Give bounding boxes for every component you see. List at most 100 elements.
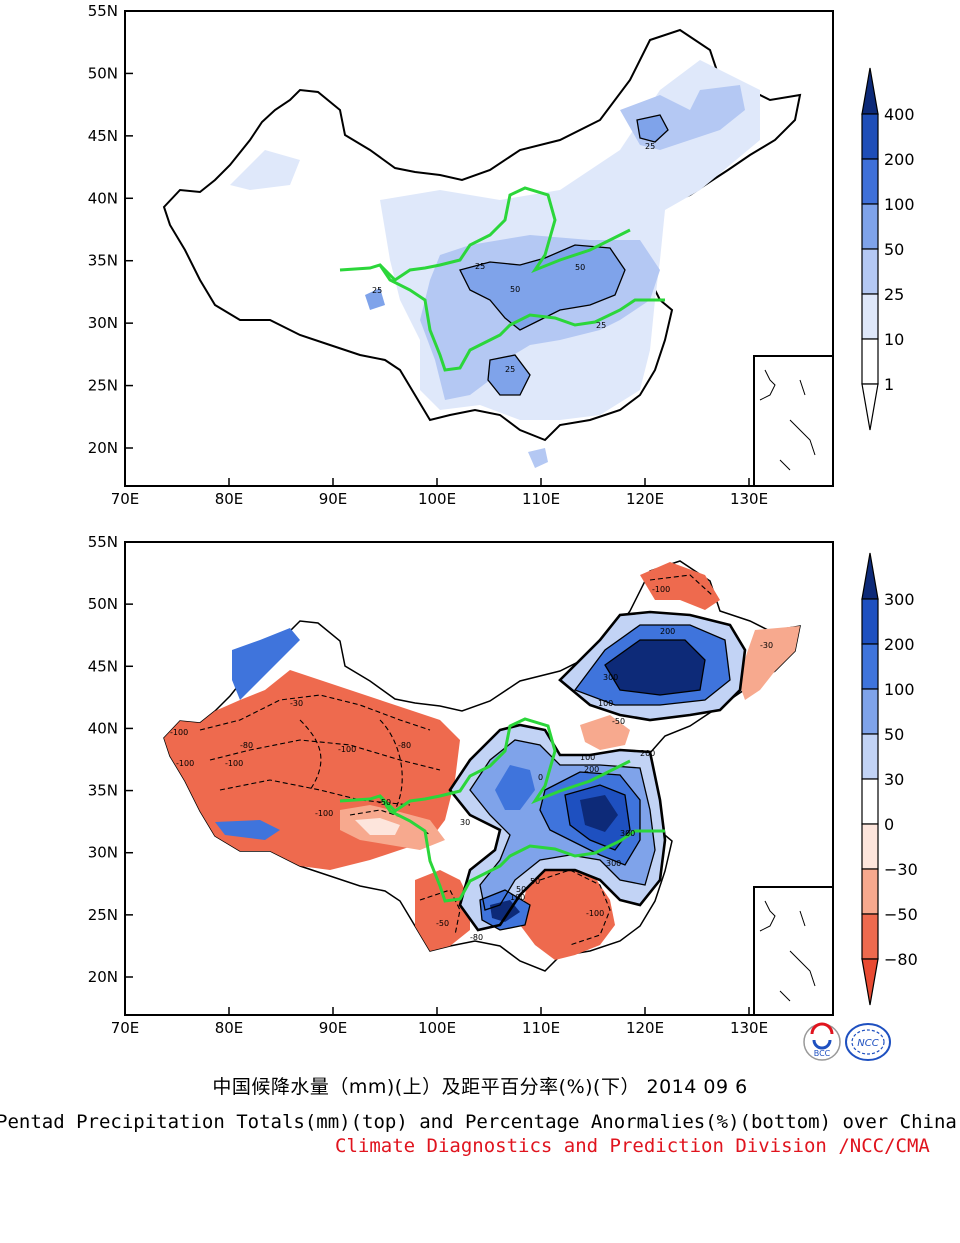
top-lon-ticks: 70E 80E 90E 100E 110E 120E 130E — [111, 478, 768, 508]
top-contour-label: 25 — [475, 262, 485, 271]
bot-lat-tick-label: 20N — [88, 968, 118, 986]
bottom-contour-label: -100 — [176, 759, 194, 768]
top-lon-tick-label: 120E — [626, 490, 664, 508]
bottom-colorbar-label: 0 — [884, 815, 894, 834]
top-lon-tick-label: 70E — [111, 490, 140, 508]
top-shade-50 — [488, 355, 530, 395]
bot-lat-tick-label: 55N — [88, 533, 118, 551]
bottom-contour-label: -100 — [225, 759, 243, 768]
bot-lon-tick-label: 110E — [522, 1019, 560, 1037]
bottom-colorbar-label: 50 — [884, 725, 904, 744]
top-map: 55N 50N 45N 40N 35N 30N 25N 20N 70E 80E 90E 100E 11… — [88, 2, 834, 508]
top-shade-10 — [230, 150, 300, 190]
top-yellow-river — [339, 186, 631, 282]
bottom-shade-neg80-s — [520, 860, 615, 960]
top-shade-50 — [460, 245, 625, 330]
bot-lon-tick-label: 70E — [111, 1019, 140, 1037]
bottom-contour-label: 0 — [538, 773, 543, 782]
bot-lat-tick-label: 35N — [88, 782, 118, 800]
bot-lat-tick-label: 50N — [88, 595, 118, 613]
top-lon-tick-label: 100E — [418, 490, 456, 508]
bottom-shade-pos300 — [580, 795, 618, 832]
title-english: Pentad Precipitation Totals(mm)(top) and… — [0, 1111, 957, 1133]
bot-lon-tick-label: 80E — [215, 1019, 244, 1037]
bottom-colorbar-label: −80 — [884, 950, 918, 969]
bottom-lat-ticks: 55N 50N 45N 40N 35N 30N 25N 20N — [88, 533, 133, 986]
bottom-contour-label: -30 — [290, 699, 303, 708]
top-lon-tick-label: 130E — [730, 490, 768, 508]
ncc-logo-text: NCC — [857, 1038, 878, 1049]
bottom-colorbar-label: −50 — [884, 905, 918, 924]
bottom-contour-label: -50 — [378, 798, 391, 807]
bottom-shade-neg80-ne — [640, 562, 720, 610]
bottom-contour-label: 100 — [510, 893, 525, 902]
bottom-colorbar-label: 200 — [884, 635, 915, 654]
bottom-shade-neg50-nc — [580, 715, 630, 750]
top-lat-tick-label: 25N — [88, 377, 118, 395]
bottom-contour-label: -50 — [436, 919, 449, 928]
bottom-contour-label: -100 — [586, 909, 604, 918]
bottom-contour-label: -80 — [470, 933, 483, 942]
top-lat-tick-label: 50N — [88, 64, 118, 82]
top-colorbar-label: 100 — [884, 195, 915, 214]
top-contour-label: 25 — [505, 365, 515, 374]
bottom-contour-labels: -100 -80 -100 -30 -100 -50 -80 -100 -100… — [170, 585, 773, 942]
top-lat-tick-label: 35N — [88, 252, 118, 270]
bottom-contour-label: 200 — [584, 765, 599, 774]
bottom-colorbar-label: 300 — [884, 590, 915, 609]
top-lat-tick-label: 55N — [88, 2, 118, 20]
bottom-shade-neg50-e — [738, 626, 800, 700]
top-lat-tick-label: 45N — [88, 127, 118, 145]
bottom-contour-label: -80 — [240, 741, 253, 750]
bottom-contour-label: 30 — [460, 818, 470, 827]
bottom-contour-label: -50 — [612, 717, 625, 726]
bcc-logo: BCC — [803, 1022, 841, 1061]
top-contour-label: 50 — [575, 263, 585, 272]
bot-lat-tick-label: 40N — [88, 719, 118, 737]
top-lat-tick-label: 30N — [88, 314, 118, 332]
bottom-contour-label: 300 — [603, 673, 618, 682]
bottom-contour-label: 300 — [620, 829, 635, 838]
bottom-colorbar-label: 30 — [884, 770, 904, 789]
bottom-contour-label: -100 — [315, 809, 333, 818]
top-lat-tick-label: 20N — [88, 439, 118, 457]
top-lon-tick-label: 90E — [319, 490, 348, 508]
top-contour-label: 25 — [372, 286, 382, 295]
bot-lon-tick-label: 100E — [418, 1019, 456, 1037]
top-colorbar: 400 200 100 50 25 10 1 — [861, 67, 915, 431]
bottom-shade-neg30 — [355, 818, 400, 835]
bottom-contour-label: -30 — [760, 641, 773, 650]
title-chinese: 中国候降水量（mm)(上）及距平百分率(%)(下） 2014 09 6 — [212, 1076, 748, 1098]
top-colorbar-label: 25 — [884, 285, 904, 304]
top-lon-tick-label: 80E — [215, 490, 244, 508]
top-yangtze-river — [378, 264, 665, 372]
bottom-shade-pos100 — [495, 765, 535, 810]
bottom-shade-pos100-tibet — [215, 820, 280, 840]
top-contour-labels: 25 25 25 50 50 25 25 — [372, 142, 655, 374]
top-colorbar-label: 50 — [884, 240, 904, 259]
top-lat-ticks: 55N 50N 45N 40N 35N 30N 25N 20N — [88, 2, 133, 457]
top-contour-label: 25 — [645, 142, 655, 151]
top-contour-label: 25 — [596, 321, 606, 330]
bottom-contour-label: 50 — [530, 877, 540, 886]
top-shade-hainan — [528, 448, 548, 468]
bottom-map: 55N 50N 45N 40N 35N 30N 25N 20N 70E 80E 90E 100E 11… — [88, 533, 834, 1037]
bot-lon-tick-label: 130E — [730, 1019, 768, 1037]
ncc-logo: NCC — [845, 1023, 891, 1061]
top-lat-tick-label: 40N — [88, 189, 118, 207]
bottom-contour-label: 300 — [606, 859, 621, 868]
top-inset-box — [753, 355, 833, 486]
top-colorbar-label: 200 — [884, 150, 915, 169]
bot-lon-tick-label: 120E — [626, 1019, 664, 1037]
bottom-contour-label: -100 — [170, 728, 188, 737]
top-shade-25-small — [365, 288, 385, 310]
bottom-shade-pos100-nw — [232, 628, 300, 700]
bottom-yangtze-river — [378, 795, 665, 903]
bot-lat-tick-label: 25N — [88, 906, 118, 924]
top-contour-label: 50 — [510, 285, 520, 294]
top-colorbar-label: 1 — [884, 375, 894, 394]
bcc-logo-text: BCC — [814, 1049, 831, 1058]
top-shade-50 — [637, 115, 668, 142]
bottom-yellow-river — [339, 717, 631, 813]
bottom-contour-label: 50 — [516, 885, 526, 894]
